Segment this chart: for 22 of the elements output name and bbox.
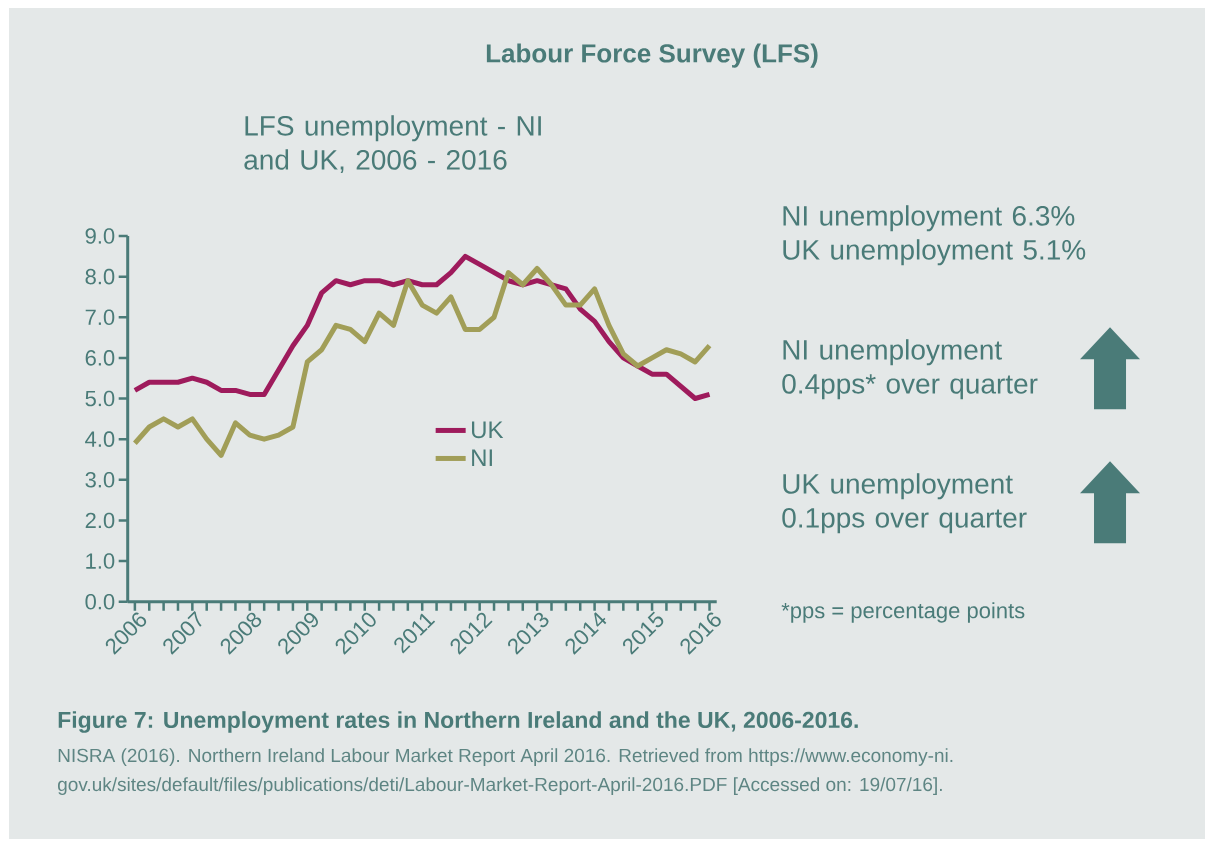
y-tick-label: 8.0 xyxy=(85,268,115,285)
caption: Figure 7: Unemployment rates in Northern Ireland and the UK, 2006-2016. xyxy=(58,711,858,733)
chart-subtitle: LFS unemployment - NI and UK, 2006 - 2016 xyxy=(244,115,541,174)
y-tick-label: 1.0 xyxy=(86,553,115,569)
text: *pps = percentage points xyxy=(781,602,1025,623)
y-tick-label: 2.0 xyxy=(85,512,115,529)
y-tick-label: 7.0 xyxy=(85,309,115,326)
text: NI unemployment 0.4pps* over quarter xyxy=(782,339,1038,400)
text: NISRA (2016). Northern Ireland Labour Market Report April 2016. Retrieved from https://www.economy-ni. xyxy=(58,748,953,766)
legend-label: UK xyxy=(472,421,504,439)
legend-label: NI xyxy=(472,449,492,466)
chart-title: Labour Force Survey (LFS) xyxy=(486,43,818,68)
text: NI unemployment 6.3% xyxy=(783,205,1075,232)
text: UK unemployment 0.1pps over quarter xyxy=(782,473,1027,534)
y-tick-label: 3.0 xyxy=(85,472,115,488)
text: UK unemployment 5.1% xyxy=(783,239,1086,266)
text: gov.uk/sites/default/files/publications/deti/Labour-Market-Report-April-2016.PDF [Accessed on: 19/07/16]. xyxy=(58,777,942,795)
y-tick-label: 9.0 xyxy=(85,228,115,244)
y-tick-label: 4.0 xyxy=(85,431,115,447)
y-tick-label: 5.0 xyxy=(85,390,115,407)
y-tick-label: 0.0 xyxy=(85,593,115,610)
y-tick-label: 6.0 xyxy=(85,350,115,366)
